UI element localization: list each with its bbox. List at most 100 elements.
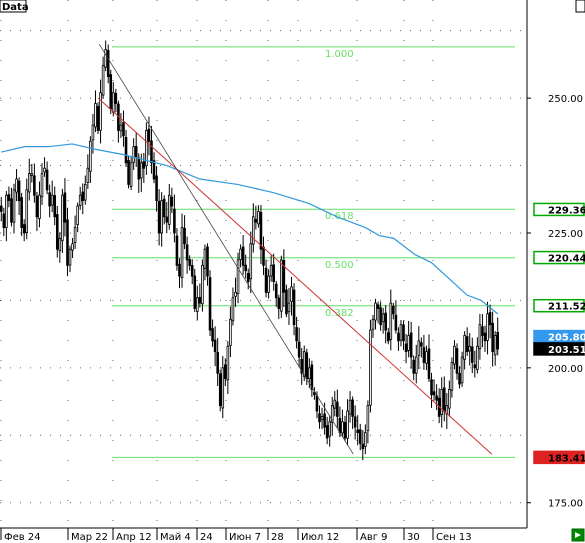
candle-body xyxy=(348,399,352,415)
fib-level-label: 1.000 xyxy=(325,49,354,60)
candle-body xyxy=(2,213,6,228)
candle-body xyxy=(127,159,130,185)
candle-body xyxy=(346,410,349,439)
candle-body xyxy=(371,318,375,330)
candle-body xyxy=(292,289,296,326)
fib-level-label: 0.618 xyxy=(325,211,354,222)
candle-body xyxy=(137,157,141,180)
candle-body xyxy=(257,210,260,225)
candle-body xyxy=(470,346,474,363)
candle-body xyxy=(213,339,217,353)
candle-body xyxy=(86,167,90,183)
y-tick-label: 225.00 xyxy=(548,229,583,240)
candle-body xyxy=(0,205,3,212)
x-tick-label: Сен 13 xyxy=(436,532,472,543)
candle-body xyxy=(40,173,44,198)
candle-body xyxy=(218,373,222,407)
candle-body xyxy=(22,224,26,234)
candle-body xyxy=(101,65,105,96)
candle-body xyxy=(262,246,265,266)
candle-body xyxy=(392,305,395,315)
candle-body xyxy=(412,359,416,374)
candle-body xyxy=(73,227,77,243)
candle-body xyxy=(5,194,8,228)
candle-body xyxy=(20,197,23,228)
candle-body xyxy=(287,302,291,313)
candle-body xyxy=(96,106,100,131)
candle-body xyxy=(81,191,85,202)
candle-body xyxy=(402,324,405,342)
candle-body xyxy=(341,421,344,434)
price-mark-label: 229.36 xyxy=(548,205,585,216)
candle-body xyxy=(315,395,319,412)
y-tick-label: 200.00 xyxy=(548,364,583,375)
candle-body xyxy=(453,345,456,365)
candle-body xyxy=(241,246,245,266)
candle-body xyxy=(440,389,444,415)
candle-body xyxy=(147,128,151,142)
candle-body xyxy=(211,328,214,342)
candle-body xyxy=(140,162,143,179)
candle-body xyxy=(325,425,329,439)
candle-body xyxy=(132,146,135,163)
price-mark-box xyxy=(533,250,585,265)
candle-body xyxy=(134,146,138,158)
fan-line xyxy=(98,43,354,455)
candle-body xyxy=(427,348,431,380)
candle-body xyxy=(150,140,153,164)
x-tick-label: Фев 24 xyxy=(4,532,41,543)
candle-body xyxy=(432,391,436,396)
candle-body xyxy=(407,335,410,351)
candle-body xyxy=(364,432,367,447)
candle-body xyxy=(420,342,423,347)
candle-body xyxy=(394,314,398,331)
candle-body xyxy=(104,49,107,68)
price-mark-label: 211.52 xyxy=(548,302,585,313)
candle-body xyxy=(320,416,324,421)
candle-body xyxy=(488,312,492,326)
candle-body xyxy=(58,237,62,252)
candle-body xyxy=(129,162,133,187)
candle-body xyxy=(374,302,377,321)
candle-body xyxy=(30,173,34,176)
candle-body xyxy=(119,124,123,132)
candle-body xyxy=(397,332,400,342)
grid xyxy=(0,0,527,528)
candle-body xyxy=(112,92,115,113)
candle-body xyxy=(330,405,334,423)
candle-body xyxy=(460,356,464,384)
candle-body xyxy=(91,124,95,141)
candle-body xyxy=(305,352,309,380)
candle-body xyxy=(203,248,207,269)
candle-body xyxy=(422,347,426,363)
candle-body xyxy=(486,313,489,341)
x-tick-label: Июн 7 xyxy=(229,532,261,543)
x-tick-label: Май 4 xyxy=(160,532,191,543)
candle-body xyxy=(430,379,433,396)
price-mark-label: 220.44 xyxy=(548,254,585,265)
candle-body xyxy=(450,362,454,391)
candle-body xyxy=(71,243,74,251)
candle-body xyxy=(333,399,337,409)
candle-body xyxy=(417,340,421,356)
candle-body xyxy=(491,322,494,353)
candle-body xyxy=(465,336,469,353)
candle-body xyxy=(224,364,227,380)
candle-body xyxy=(272,264,275,282)
candle-body xyxy=(7,194,11,202)
candle-body xyxy=(425,351,428,364)
candle-body xyxy=(483,332,487,342)
candle-body xyxy=(478,324,482,350)
candle-body xyxy=(285,289,288,315)
price-mark-box xyxy=(533,298,585,313)
candle-body xyxy=(168,194,171,225)
x-tick-label: Апр 12 xyxy=(116,532,152,543)
candle-body xyxy=(496,331,500,350)
candle-body xyxy=(481,326,484,336)
candle-body xyxy=(53,195,57,218)
candle-body xyxy=(234,291,237,297)
candle-body xyxy=(198,296,202,304)
candle-body xyxy=(109,74,113,110)
